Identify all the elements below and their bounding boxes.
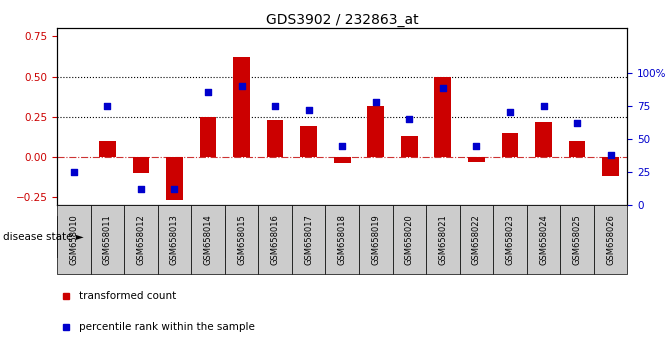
Bar (502, 133, 519, 157)
Text: GSM658021: GSM658021 (438, 215, 448, 265)
Text: percentile rank within the sample: percentile rank within the sample (79, 322, 254, 332)
FancyBboxPatch shape (426, 205, 460, 274)
FancyBboxPatch shape (325, 205, 359, 274)
Bar (603, 157, 619, 176)
Text: GSM658010: GSM658010 (69, 215, 79, 265)
FancyBboxPatch shape (594, 205, 627, 274)
Point (538, 103, 549, 109)
Point (471, 143, 482, 148)
FancyBboxPatch shape (258, 205, 292, 274)
Text: GSM658017: GSM658017 (304, 215, 313, 265)
Point (169, 187, 180, 192)
FancyBboxPatch shape (493, 205, 527, 274)
Bar (234, 57, 250, 157)
FancyBboxPatch shape (57, 205, 91, 274)
Bar (569, 141, 586, 157)
Bar (301, 126, 317, 157)
Text: GSM658015: GSM658015 (237, 215, 246, 265)
FancyBboxPatch shape (57, 216, 225, 258)
Bar (435, 76, 451, 157)
Point (505, 109, 515, 115)
Text: GSM658019: GSM658019 (371, 215, 380, 265)
FancyBboxPatch shape (460, 205, 493, 274)
FancyBboxPatch shape (225, 216, 627, 258)
Text: GSM658022: GSM658022 (472, 215, 481, 265)
Point (303, 107, 314, 113)
Point (236, 83, 247, 88)
Text: disease state ►: disease state ► (3, 232, 84, 242)
Text: GSM658026: GSM658026 (606, 215, 615, 265)
Text: chronic B-lymphocytic leukemia: chronic B-lymphocytic leukemia (343, 232, 509, 242)
Point (102, 103, 113, 109)
FancyBboxPatch shape (124, 205, 158, 274)
Point (337, 143, 348, 148)
Text: GSM658024: GSM658024 (539, 215, 548, 265)
Bar (133, 157, 150, 173)
Bar (401, 136, 417, 157)
Text: GSM658020: GSM658020 (405, 215, 414, 265)
Bar (166, 157, 183, 200)
Text: GSM658018: GSM658018 (338, 215, 347, 265)
FancyBboxPatch shape (527, 205, 560, 274)
Point (136, 187, 146, 192)
Text: healthy control: healthy control (101, 232, 180, 242)
Bar (334, 157, 351, 164)
Point (68, 169, 79, 175)
FancyBboxPatch shape (359, 205, 393, 274)
Bar (267, 120, 283, 157)
Text: GSM658012: GSM658012 (136, 215, 146, 265)
Text: transformed count: transformed count (79, 291, 176, 301)
Text: GSM658023: GSM658023 (505, 215, 515, 265)
FancyBboxPatch shape (191, 205, 225, 274)
Bar (200, 117, 216, 157)
Text: GSM658014: GSM658014 (203, 215, 213, 265)
Text: GSM658025: GSM658025 (572, 215, 582, 265)
Point (270, 103, 280, 109)
Bar (99, 141, 116, 157)
Point (370, 99, 381, 104)
FancyBboxPatch shape (91, 205, 124, 274)
FancyBboxPatch shape (158, 205, 191, 274)
Text: GSM658011: GSM658011 (103, 215, 112, 265)
Bar (535, 122, 552, 157)
Text: GSM658013: GSM658013 (170, 215, 179, 265)
Point (404, 116, 415, 122)
FancyBboxPatch shape (225, 205, 258, 274)
Bar (368, 105, 384, 157)
FancyBboxPatch shape (393, 205, 426, 274)
Text: GSM658016: GSM658016 (270, 215, 280, 265)
FancyBboxPatch shape (560, 205, 594, 274)
Point (437, 86, 448, 91)
Point (572, 120, 582, 126)
Point (203, 90, 213, 95)
Bar (468, 157, 484, 162)
Title: GDS3902 / 232863_at: GDS3902 / 232863_at (266, 13, 419, 27)
FancyBboxPatch shape (292, 205, 325, 274)
Point (605, 152, 616, 158)
